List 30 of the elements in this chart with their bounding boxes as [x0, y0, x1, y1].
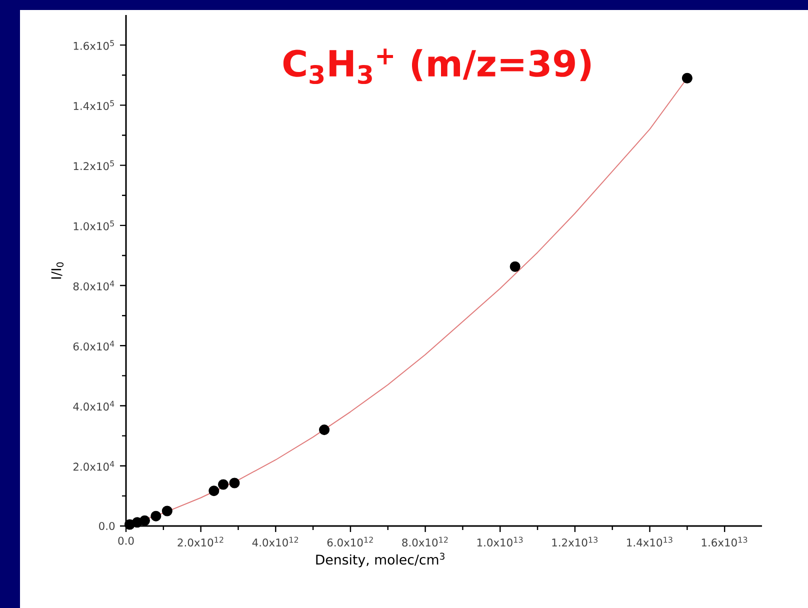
- point: [682, 72, 692, 84]
- x-tick-label: 8.0x10$^{12}$: [402, 536, 448, 547]
- text: C$_{3}$H$_{3}$$^{+}$ (m/z=39): [283, 48, 591, 84]
- y-tick-label: 6.0x10$^{4}$: [73, 340, 114, 351]
- y-tick-label: 2.0x10$^{4}$: [73, 461, 114, 471]
- x-tick-label: 2.0x10$^{12}$: [178, 536, 224, 547]
- point: [139, 515, 150, 526]
- y-tick-label: 1.6x10$^{5}$: [74, 40, 114, 50]
- y-axis-title: I/I$_{0}$: [51, 262, 64, 279]
- x-tick-label: 0.0: [118, 536, 134, 545]
- point: [162, 506, 172, 516]
- point: [208, 486, 220, 496]
- x-tick-label: 1.4x10$^{13}$: [627, 536, 672, 547]
- point: [510, 261, 520, 272]
- point: [218, 479, 229, 490]
- y-tick-label: 8.0x10$^{4}$: [73, 280, 114, 290]
- x-tick-label: 6.0x10$^{12}$: [327, 536, 373, 547]
- y-tick-label: 1.4x10$^{5}$: [74, 100, 114, 110]
- y-tick-label: 1.0x10$^{5}$: [74, 220, 114, 230]
- y-tick-label: 4.0x10$^{4}$: [73, 400, 114, 411]
- x-axis-title: Density, molec/cm$^{3}$: [316, 552, 444, 568]
- point: [229, 478, 240, 488]
- x-tick-label: 1.2x10$^{13}$: [552, 536, 598, 547]
- point: [319, 424, 330, 436]
- point: [150, 510, 162, 522]
- x-tick-label: 4.0x10$^{12}$: [252, 536, 298, 547]
- y-tick-label: 0.0: [99, 522, 115, 530]
- x-tick-label: 1.6x10$^{13}$: [702, 536, 748, 547]
- y-tick-label: 1.2x10$^{5}$: [74, 160, 114, 170]
- x-tick-label: 1.0x10$^{13}$: [477, 536, 523, 547]
